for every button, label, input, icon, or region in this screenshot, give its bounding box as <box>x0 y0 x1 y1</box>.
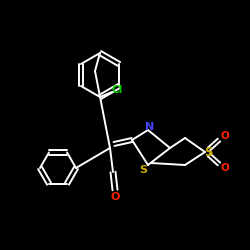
Text: S: S <box>139 165 147 175</box>
Text: N: N <box>146 122 154 132</box>
Text: O: O <box>221 131 230 141</box>
Text: O: O <box>110 192 120 202</box>
Text: Cl: Cl <box>112 85 122 95</box>
Text: S: S <box>204 146 212 158</box>
Text: O: O <box>221 163 230 173</box>
